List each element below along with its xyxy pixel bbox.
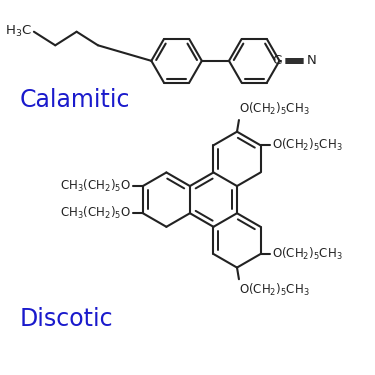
Text: $\mathsf{CH_3(CH_2)_5O}$: $\mathsf{CH_3(CH_2)_5O}$ [60,178,131,194]
Text: $\mathsf{CH_3(CH_2)_5O}$: $\mathsf{CH_3(CH_2)_5O}$ [60,205,131,221]
Text: $\mathsf{O(CH_2)_5CH_3}$: $\mathsf{O(CH_2)_5CH_3}$ [272,137,343,153]
Text: $\mathsf{H_3C}$: $\mathsf{H_3C}$ [5,24,32,39]
Text: C: C [272,54,281,68]
Text: N: N [307,54,316,68]
Text: Calamitic: Calamitic [20,88,130,112]
Text: $\mathsf{O(CH_2)_5CH_3}$: $\mathsf{O(CH_2)_5CH_3}$ [272,246,343,262]
Text: Discotic: Discotic [20,307,113,331]
Text: $\mathsf{O(CH_2)_5CH_3}$: $\mathsf{O(CH_2)_5CH_3}$ [239,101,309,117]
Text: $\mathsf{O(CH_2)_5CH_3}$: $\mathsf{O(CH_2)_5CH_3}$ [239,282,309,298]
